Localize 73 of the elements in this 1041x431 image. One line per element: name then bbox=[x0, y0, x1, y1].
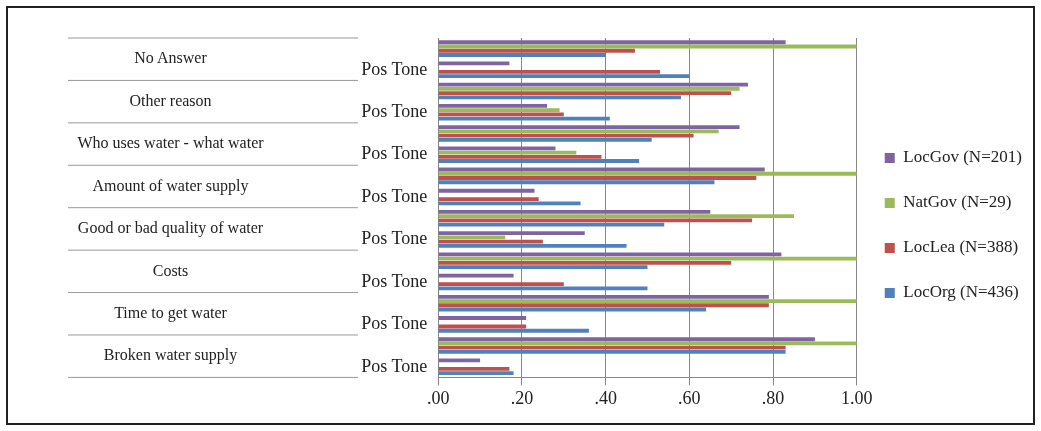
bar bbox=[438, 171, 857, 176]
bar bbox=[438, 243, 627, 248]
x-tick-label: 1.00 bbox=[841, 387, 873, 408]
legend-label: LocLea (N=388) bbox=[903, 237, 1019, 257]
text: Costs bbox=[152, 261, 189, 279]
bar bbox=[438, 197, 539, 202]
x-tick-label: .00 bbox=[426, 387, 450, 408]
y-tick-label: Pos Tone bbox=[361, 313, 428, 334]
bar bbox=[438, 95, 681, 100]
bar bbox=[438, 82, 748, 87]
bar bbox=[438, 103, 548, 108]
bar bbox=[438, 159, 640, 163]
text: Amount of water supply bbox=[92, 176, 249, 195]
bar bbox=[438, 286, 648, 291]
bar bbox=[438, 210, 711, 214]
y-tick-label: Pos Tone bbox=[361, 228, 428, 249]
bar bbox=[438, 256, 857, 261]
bar bbox=[438, 176, 757, 180]
bar bbox=[438, 265, 648, 269]
bar bbox=[438, 146, 556, 151]
bar bbox=[438, 260, 732, 265]
x-tick-label: .80 bbox=[761, 387, 785, 408]
text: Time to get water bbox=[114, 303, 228, 322]
bar bbox=[438, 116, 610, 121]
bar bbox=[438, 345, 786, 350]
bar bbox=[438, 299, 857, 303]
bar bbox=[438, 316, 527, 320]
bar bbox=[438, 40, 786, 45]
bar bbox=[438, 337, 815, 342]
text: Broken water supply bbox=[103, 346, 238, 365]
legend-label: LocGov (N=201) bbox=[903, 147, 1022, 167]
bar bbox=[438, 188, 535, 193]
bar bbox=[438, 350, 786, 354]
bar bbox=[438, 282, 564, 286]
bar bbox=[438, 70, 661, 74]
bar bbox=[438, 371, 514, 376]
y-tick-label: Pos Tone bbox=[361, 270, 428, 291]
y-tick-label: Pos Tone bbox=[361, 185, 428, 206]
x-tick-label: .20 bbox=[510, 387, 534, 408]
text: No Answer bbox=[134, 49, 208, 67]
bar bbox=[438, 252, 782, 257]
bar bbox=[438, 294, 769, 299]
bar bbox=[438, 125, 740, 129]
bar bbox=[438, 303, 769, 308]
bar bbox=[438, 154, 602, 159]
bar bbox=[438, 367, 510, 371]
text: Other reason bbox=[129, 91, 212, 109]
bar bbox=[438, 137, 652, 142]
bar bbox=[438, 91, 732, 96]
text: Who uses water - what water bbox=[77, 134, 265, 152]
y-tick-label: Pos Tone bbox=[361, 355, 428, 376]
bar bbox=[438, 239, 543, 244]
bar bbox=[438, 328, 589, 333]
bar bbox=[438, 74, 690, 79]
bar bbox=[438, 112, 564, 117]
y-tick-label: Pos Tone bbox=[361, 58, 428, 79]
bar bbox=[438, 180, 715, 185]
bar bbox=[438, 235, 506, 240]
bar bbox=[438, 214, 794, 219]
legend-label: NatGov (N=29) bbox=[903, 192, 1012, 212]
bar bbox=[438, 87, 740, 91]
bar bbox=[438, 108, 560, 113]
bar bbox=[438, 53, 606, 57]
text: Good or bad quality of water bbox=[77, 219, 264, 238]
y-tick-label: Pos Tone bbox=[361, 143, 428, 164]
bar bbox=[438, 48, 635, 53]
bar bbox=[438, 129, 719, 134]
x-tick-label: .60 bbox=[678, 387, 701, 408]
bar bbox=[438, 222, 665, 227]
y-tick-label: Pos Tone bbox=[361, 100, 428, 121]
bar bbox=[438, 231, 585, 236]
legend-label: LocOrg (N=436) bbox=[903, 282, 1019, 302]
x-tick-label: .40 bbox=[594, 387, 617, 408]
